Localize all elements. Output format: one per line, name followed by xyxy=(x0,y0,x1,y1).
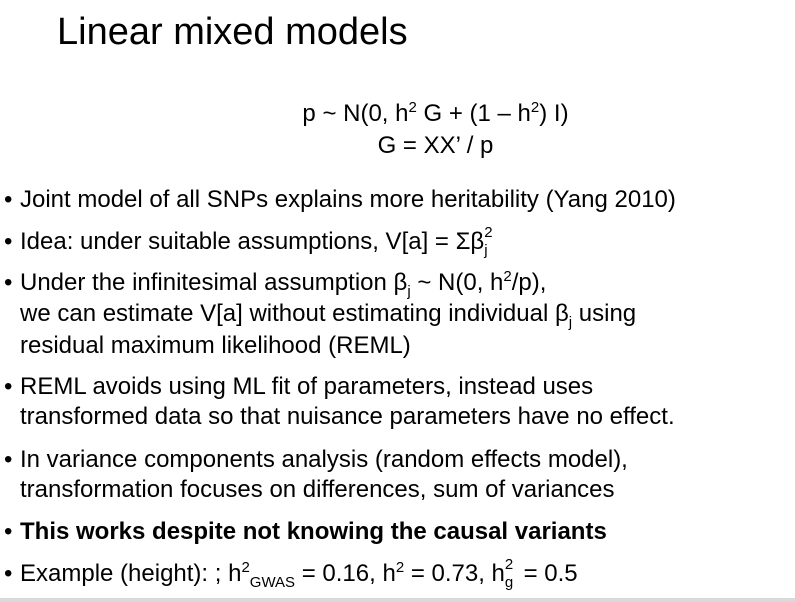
bullet-text: Joint model of all SNPs explains more he… xyxy=(20,186,676,213)
bullet-text: Example (height): ; h2GWAS = 0.16, h2 = … xyxy=(20,557,578,591)
bullet-text: Under the infinitesimal assumption βj ~ … xyxy=(20,268,547,300)
bullet-text: we can estimate V[a] without estimating … xyxy=(20,299,637,331)
bottom-divider xyxy=(0,598,795,602)
eq-superscript: 2 xyxy=(530,99,540,116)
eq-text: p ~ N(0, h xyxy=(302,100,409,127)
bullet-dot: • xyxy=(4,373,13,400)
subscript: j xyxy=(407,283,411,300)
bullet-text-part: Idea: under suitable assumptions, V[a] =… xyxy=(20,228,485,255)
eq-superscript: 2 xyxy=(408,99,417,116)
bullet-dot: • xyxy=(4,518,13,545)
superscript: 2 xyxy=(484,224,493,241)
equation-g: G = XX’ / p xyxy=(377,132,494,159)
bullet-text-part: /p), xyxy=(511,269,547,296)
bullet-text-part: using xyxy=(572,300,637,327)
subscript: j xyxy=(484,242,488,259)
subscript: j xyxy=(568,314,573,331)
superscript: 2 xyxy=(241,559,250,576)
superscript: 2 xyxy=(504,556,514,573)
bullet-text: In variance components analysis (random … xyxy=(20,446,628,473)
subscript: g xyxy=(504,574,514,591)
bullet-text-part: Under the infinitesimal assumption β xyxy=(20,269,408,296)
bullet-text-part: Example (height): ; h xyxy=(20,560,242,587)
bullet-text-part: = 0.16, h xyxy=(295,560,396,587)
bullet-text-part: we can estimate V[a] without estimating … xyxy=(20,300,569,327)
subscript: GWAS xyxy=(249,574,296,591)
bullet-text-part: ~ N(0, h xyxy=(410,269,504,296)
bullet-text-part: = 0.5 xyxy=(516,560,578,587)
bullet-text: residual maximum likelihood (REML) xyxy=(20,332,411,359)
bullet-text: REML avoids using ML fit of parameters, … xyxy=(20,373,594,400)
bullet-dot: • xyxy=(4,269,13,296)
bullet-dot: • xyxy=(4,186,13,213)
bullet-text: transformation focuses on differences, s… xyxy=(20,476,615,503)
bullet-dot: • xyxy=(4,228,13,255)
bullet-dot: • xyxy=(4,446,13,473)
bullet-text-part: = 0.73, h xyxy=(404,560,505,587)
superscript: 2 xyxy=(395,559,405,576)
slide-title: Linear mixed models xyxy=(57,11,408,53)
bullet-text-bold: This works despite not knowing the causa… xyxy=(20,518,607,545)
bullet-dot: • xyxy=(4,560,13,587)
eq-text: ) I) xyxy=(539,100,569,127)
bullet-text: Idea: under suitable assumptions, V[a] =… xyxy=(20,225,496,258)
equation-model: p ~ N(0, h2 G + (1 – h2) I) xyxy=(38,100,795,128)
superscript: 2 xyxy=(503,268,512,285)
bullet-text: transformed data so that nuisance parame… xyxy=(20,403,675,430)
eq-text: G + (1 – h xyxy=(416,100,531,127)
